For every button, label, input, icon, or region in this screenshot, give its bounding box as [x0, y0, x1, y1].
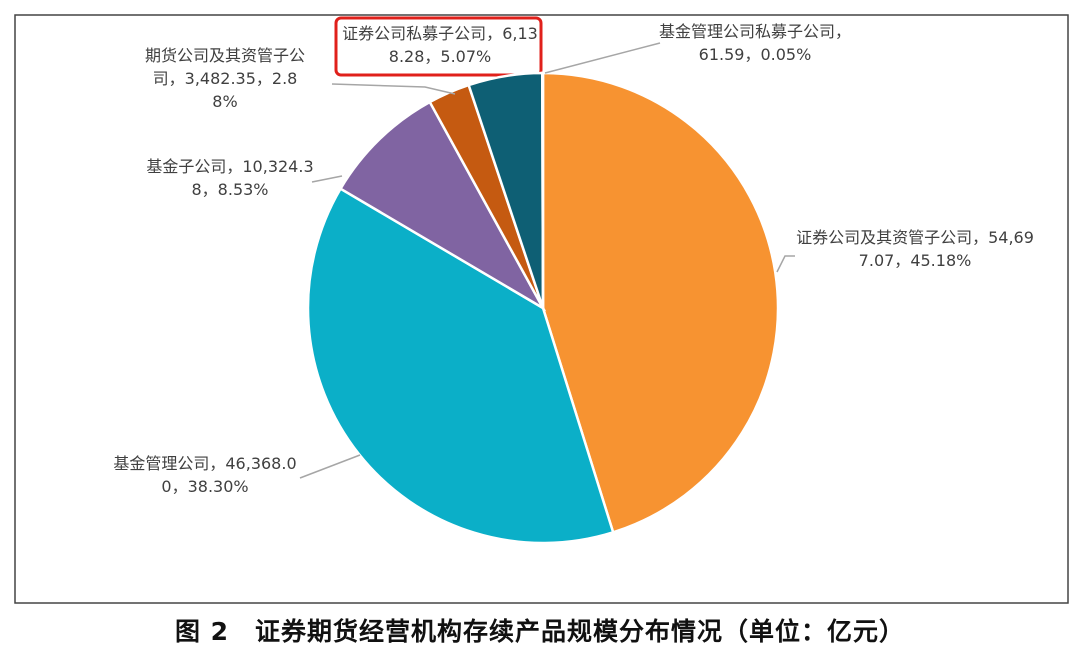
highlight-box — [334, 16, 543, 77]
pie-slice — [541, 71, 780, 534]
percent-label: 45.18% — [910, 251, 972, 270]
percent-label: 0.05% — [760, 45, 812, 64]
percent-label: 2.88% — [212, 69, 298, 111]
percent-label: 38.30% — [187, 477, 249, 496]
value-label: 54,697.07， — [858, 228, 1034, 270]
percent-label: 5.07% — [440, 47, 492, 66]
slice-label: 证券公司私募子公司，6,138.28，5.07% — [340, 22, 540, 68]
slice-label: 基金子公司，10,324.38，8.53% — [140, 155, 320, 201]
value-label: 46,368.00， — [161, 454, 297, 496]
value-label: 61.59， — [698, 45, 761, 64]
pie — [306, 71, 780, 545]
pie-slice — [306, 186, 615, 545]
category: 基金管理公司， — [113, 454, 226, 473]
percent-label: 8.53% — [217, 180, 269, 199]
leader-line — [331, 83, 456, 95]
pie-slice — [338, 100, 547, 312]
leader-line — [299, 454, 361, 479]
slice-label: 期货公司及其资管子公司，3,482.35，2.88% — [140, 44, 310, 113]
slice-label: 基金管理公司，46,368.00，38.30% — [110, 452, 300, 498]
leader-line — [311, 175, 343, 183]
leader-lines — [299, 42, 795, 479]
category: 证券公司及其资管子公司， — [796, 228, 989, 247]
chart-title: 图 2 证券期货经营机构存续产品规模分布情况（单位：亿元） — [174, 617, 906, 646]
category: 期货公司及其资管子公司， — [144, 46, 305, 88]
chart-frame — [14, 14, 1069, 604]
pie-slice — [540, 71, 545, 309]
value-label: 3,482.35， — [184, 69, 272, 88]
leader-line — [544, 42, 661, 74]
category: 基金子公司， — [146, 157, 243, 176]
category: 基金管理公司私募子公司， — [658, 22, 851, 41]
slice-label: 证券公司及其资管子公司，54,697.07，45.18% — [790, 226, 1040, 272]
value-label: 10,324.38， — [191, 157, 314, 199]
category: 证券公司私募子公司， — [342, 24, 503, 43]
value-label: 6,138.28， — [388, 24, 538, 66]
slice-label: 基金管理公司私募子公司， 61.59，0.05% — [655, 20, 855, 66]
leader-line — [776, 255, 795, 273]
